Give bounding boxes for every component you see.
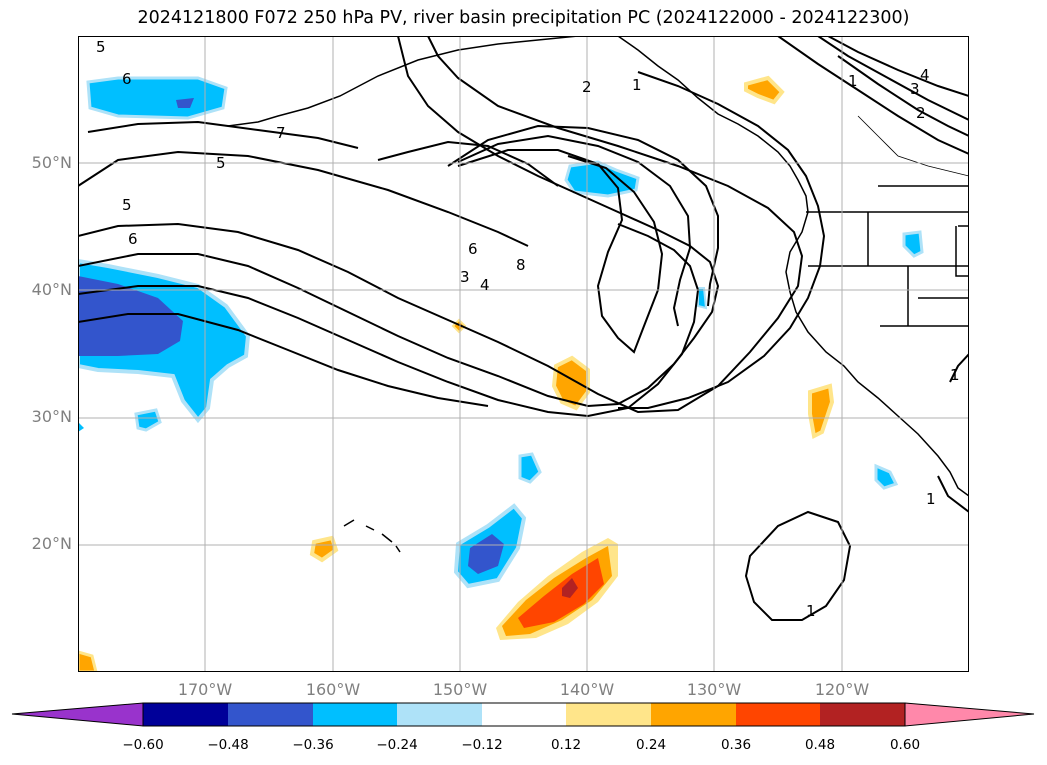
lat-label: 40°N [31,280,72,299]
contour-label: 3 [460,268,470,286]
colorbar-tick: 0.48 [804,737,836,753]
colorbar-segment [313,703,397,726]
colorbar-extend-high [904,702,1035,727]
colorbar-tick: 0.60 [889,737,921,753]
map-title: 2024121800 F072 250 hPa PV, river basin … [137,8,910,28]
contour-label: 8 [516,256,526,274]
contour-label: 5 [96,38,106,56]
contour-label: 2 [582,78,592,96]
colorbar-segment [651,703,736,726]
colorbar-tick: −0.48 [207,737,249,753]
lon-label: 160°W [305,680,361,699]
colorbar-tick: −0.60 [122,737,164,753]
contour-label: 1 [806,602,816,620]
gridlines [78,36,969,672]
contour-label: 5 [122,196,132,214]
colorbar-segment [820,703,905,726]
contour-label: 1 [848,72,858,90]
colorbar [11,702,1035,727]
lat-label: 20°N [31,534,72,553]
colorbar-tick: −0.12 [461,737,503,753]
colorbar-segment [736,703,820,726]
colorbar-segment [143,703,228,726]
lon-label: 120°W [814,680,870,699]
colorbar-extend-low [11,702,144,727]
lon-label: 170°W [177,680,233,699]
colorbar-tick: −0.36 [292,737,334,753]
map-canvas: 5 6 7 5 5 6 2 1 1 4 3 2 6 8 3 4 1 1 1 [78,36,969,672]
contour-label: 7 [276,124,286,142]
lon-label: 150°W [432,680,488,699]
contour-label: 6 [122,70,132,88]
contour-label: 6 [128,230,138,248]
contour-label: 1 [950,366,960,384]
colorbar-segment [482,703,566,726]
colorbar-tick: −0.24 [376,737,418,753]
contour-label: 1 [632,76,642,94]
lat-label: 50°N [31,153,72,172]
map-border [78,36,969,672]
contour-label: 4 [480,276,490,294]
contour-label: 1 [926,490,936,508]
contour-label: 2 [916,104,926,122]
coastlines [227,36,969,553]
lon-label: 140°W [559,680,615,699]
colorbar-segment [228,703,313,726]
colorbar-segment [566,703,651,726]
map-panel: 5 6 7 5 5 6 2 1 1 4 3 2 6 8 3 4 1 1 1 [78,36,969,672]
colorbar-tick: 0.36 [720,737,752,753]
colorbar-tick: 0.12 [550,737,582,753]
lon-label: 130°W [686,680,742,699]
lat-label: 30°N [31,407,72,426]
contour-labels: 5 6 7 5 5 6 2 1 1 4 3 2 6 8 3 4 1 1 1 [96,38,960,620]
pv-contours [78,36,969,621]
contour-label: 6 [468,240,478,258]
contour-label: 5 [216,154,226,172]
contour-label: 4 [920,66,930,84]
colorbar-tick: 0.24 [635,737,667,753]
contour-label: 3 [910,80,920,98]
colorbar-segment [397,703,482,726]
